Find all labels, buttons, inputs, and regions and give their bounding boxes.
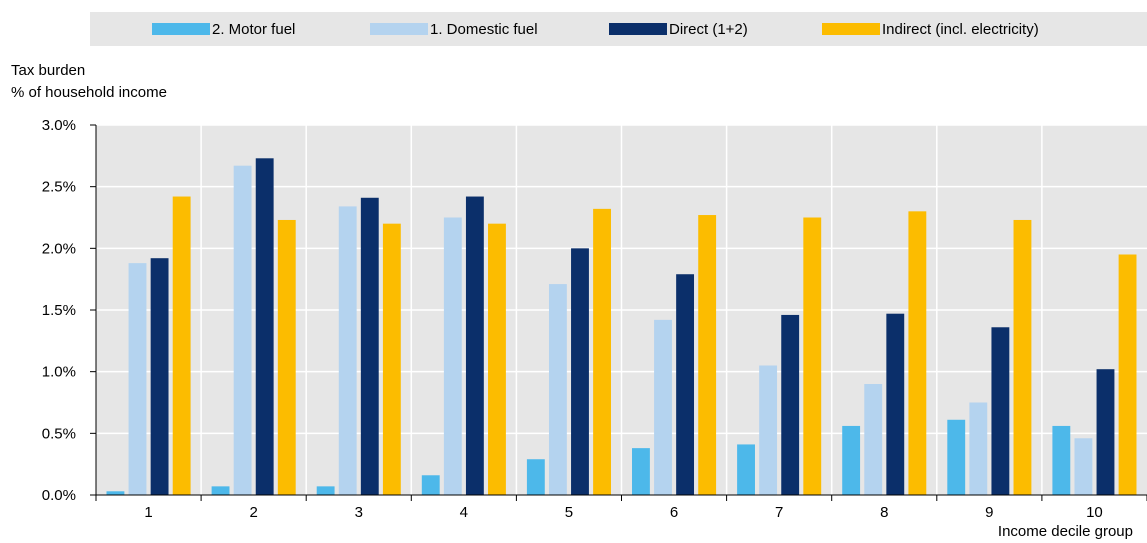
x-tick-label: 8 (880, 504, 888, 521)
bar (255, 158, 274, 496)
bar (360, 197, 379, 495)
bars (106, 158, 1137, 496)
bar (864, 384, 883, 495)
y-tick-label: 2.0% (42, 240, 76, 257)
x-tick-labels: 1 2 3 4 5 6 7 8 9 10 (144, 504, 1102, 521)
x-tick-label: 2 (249, 504, 257, 521)
bar (548, 284, 567, 495)
bar (676, 274, 695, 495)
y-tick-label: 2.5% (42, 179, 76, 196)
bar (382, 223, 401, 495)
bar (1118, 254, 1137, 495)
bar (211, 486, 230, 495)
bar (1096, 369, 1115, 495)
bar (1074, 438, 1093, 495)
y-tick-label: 3.0% (42, 117, 76, 134)
y-tick-label: 0.0% (42, 487, 76, 504)
bar (908, 211, 927, 496)
x-axis-title: Income decile group (997, 523, 1133, 540)
bar (443, 217, 462, 495)
bar (842, 425, 861, 495)
bar (991, 327, 1010, 495)
bar (781, 314, 800, 495)
x-tick-label: 4 (460, 504, 468, 521)
bar (128, 263, 147, 495)
bar (277, 219, 296, 495)
bar (526, 459, 545, 495)
bar (698, 215, 717, 496)
legend-item-direct: Direct (1+2) (609, 12, 748, 46)
bar (1052, 425, 1071, 495)
legend-label-indirect: Indirect (incl. electricity) (882, 20, 1039, 38)
bar (316, 486, 335, 495)
y-axis-label: Tax burden (11, 62, 86, 79)
bar (106, 491, 125, 495)
x-tick-label: 6 (670, 504, 678, 521)
bar (338, 206, 357, 495)
legend-swatch-motor-fuel (152, 23, 210, 35)
legend-swatch-domestic-fuel (370, 23, 428, 35)
bar (737, 444, 755, 495)
bar (233, 165, 252, 495)
x-tick-label: 3 (355, 504, 363, 521)
bar (150, 258, 169, 495)
bar (803, 217, 822, 495)
bar (172, 196, 191, 496)
y-axis-title: Tax burden % of household income (11, 60, 167, 104)
y-tick-label: 1.0% (42, 364, 76, 381)
bar (654, 319, 672, 495)
y-tick-label: 0.5% (42, 425, 76, 442)
bar (947, 419, 966, 495)
bar (886, 313, 905, 495)
x-tick-label: 10 (1086, 504, 1103, 521)
bar (1013, 219, 1032, 495)
legend-label-direct: Direct (1+2) (669, 20, 748, 38)
x-tick-label: 5 (565, 504, 573, 521)
bar (632, 448, 650, 495)
legend-swatch-indirect (822, 23, 880, 35)
legend-item-indirect: Indirect (incl. electricity) (822, 12, 1039, 46)
x-tick-label: 9 (985, 504, 993, 521)
legend: 2. Motor fuel 1. Domestic fuel Direct (1… (90, 12, 1147, 46)
axes (90, 124, 1147, 501)
bar (421, 475, 440, 495)
legend-item-motor-fuel: 2. Motor fuel (152, 12, 295, 46)
legend-swatch-direct (609, 23, 667, 35)
bar (571, 248, 589, 495)
x-tick-label: 7 (775, 504, 783, 521)
y-tick-labels: 0.0% 0.5% 1.0% 1.5% 2.0% 2.5% 3.0% (42, 117, 76, 504)
y-tick-label: 1.5% (42, 302, 76, 319)
bar (465, 196, 484, 496)
legend-label-domestic-fuel: 1. Domestic fuel (430, 20, 538, 38)
bar (969, 402, 988, 495)
bar (759, 365, 778, 495)
legend-item-domestic-fuel: 1. Domestic fuel (370, 12, 538, 46)
y-axis-unit: % of household income (11, 84, 167, 101)
x-tick-label: 1 (144, 504, 152, 521)
bar (593, 208, 611, 495)
bar (488, 223, 506, 495)
legend-label-motor-fuel: 2. Motor fuel (212, 20, 296, 38)
